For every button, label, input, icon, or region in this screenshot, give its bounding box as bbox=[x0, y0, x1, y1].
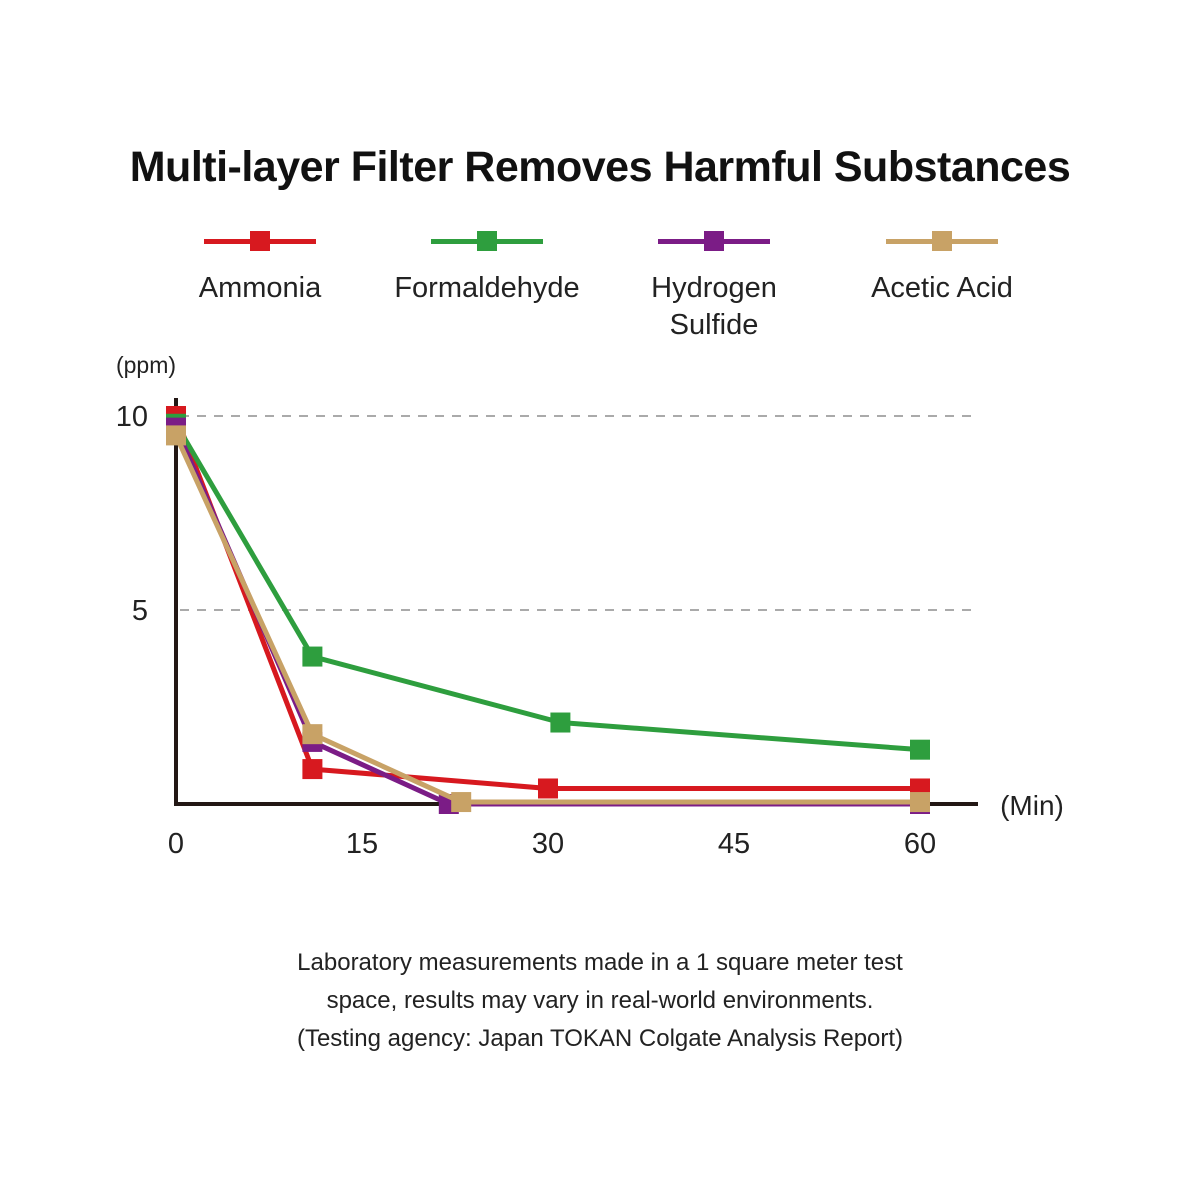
legend-swatch-ammonia bbox=[204, 226, 316, 256]
y-tick-label: 5 bbox=[132, 595, 148, 627]
footnote-line-1: Laboratory measurements made in a 1 squa… bbox=[297, 949, 903, 976]
legend-swatch-acetic-acid bbox=[886, 226, 998, 256]
series-line-formaldehyde bbox=[173, 422, 921, 753]
gridlines bbox=[180, 415, 978, 611]
x-tick-label: 0 bbox=[168, 828, 184, 860]
data-point-acetic-acid bbox=[910, 792, 930, 813]
series-ammonia bbox=[166, 406, 930, 799]
legend-swatch-formaldehyde bbox=[431, 226, 543, 256]
legend-label-hydrogen-sulfide: Hydrogen Sulfide bbox=[651, 272, 777, 341]
legend-label-formaldehyde: Formaldehyde bbox=[394, 272, 580, 304]
legend-item-acetic-acid: Acetic Acid bbox=[827, 226, 1057, 307]
legend-item-hydrogen-sulfide: Hydrogen Sulfide bbox=[599, 226, 829, 344]
data-point-formaldehyde bbox=[302, 646, 323, 667]
x-tick-label: 60 bbox=[904, 828, 936, 860]
series-line-acetic-acid bbox=[173, 434, 920, 805]
tick-labels: 5 10 0 15 30 45 60 bbox=[116, 401, 936, 860]
square-marker-icon bbox=[932, 231, 952, 251]
y-axis-label: (ppm) bbox=[116, 352, 176, 378]
series-line-ammonia bbox=[173, 415, 920, 791]
x-tick-label: 15 bbox=[346, 828, 378, 860]
chart-title: Multi-layer Filter Removes Harmful Subst… bbox=[129, 143, 1071, 191]
data-point-acetic-acid bbox=[166, 425, 186, 446]
x-axis-label: (Min) bbox=[1000, 790, 1064, 821]
legend-item-formaldehyde: Formaldehyde bbox=[372, 226, 602, 307]
footnote-line-3: (Testing agency: Japan TOKAN Colgate Ana… bbox=[296, 1025, 904, 1052]
footnote-line-2: space, results may vary in real-world en… bbox=[326, 987, 874, 1014]
series-acetic-acid bbox=[166, 425, 930, 813]
legend-swatch-hydrogen-sulfide bbox=[658, 226, 770, 256]
series-formaldehyde bbox=[166, 413, 930, 760]
footnote: Laboratory measurements made in a 1 squa… bbox=[200, 944, 1000, 1058]
data-point-ammonia bbox=[538, 778, 558, 799]
data-point-formaldehyde bbox=[910, 739, 930, 760]
legend-label-acetic-acid: Acetic Acid bbox=[871, 272, 1013, 304]
legend-item-ammonia: Ammonia bbox=[145, 226, 375, 307]
square-marker-icon bbox=[250, 231, 270, 251]
x-tick-label: 45 bbox=[718, 828, 750, 860]
y-tick-label: 10 bbox=[116, 401, 148, 433]
square-marker-icon bbox=[477, 231, 497, 251]
series-hydrogen-sulfide bbox=[166, 417, 930, 814]
x-tick-label: 30 bbox=[532, 828, 564, 860]
data-point-formaldehyde bbox=[550, 712, 571, 733]
data-point-ammonia bbox=[302, 759, 323, 780]
data-point-acetic-acid bbox=[302, 724, 323, 745]
series bbox=[166, 406, 930, 814]
legend-label-ammonia: Ammonia bbox=[198, 272, 322, 304]
square-marker-icon bbox=[704, 231, 724, 251]
data-point-acetic-acid bbox=[451, 792, 472, 813]
